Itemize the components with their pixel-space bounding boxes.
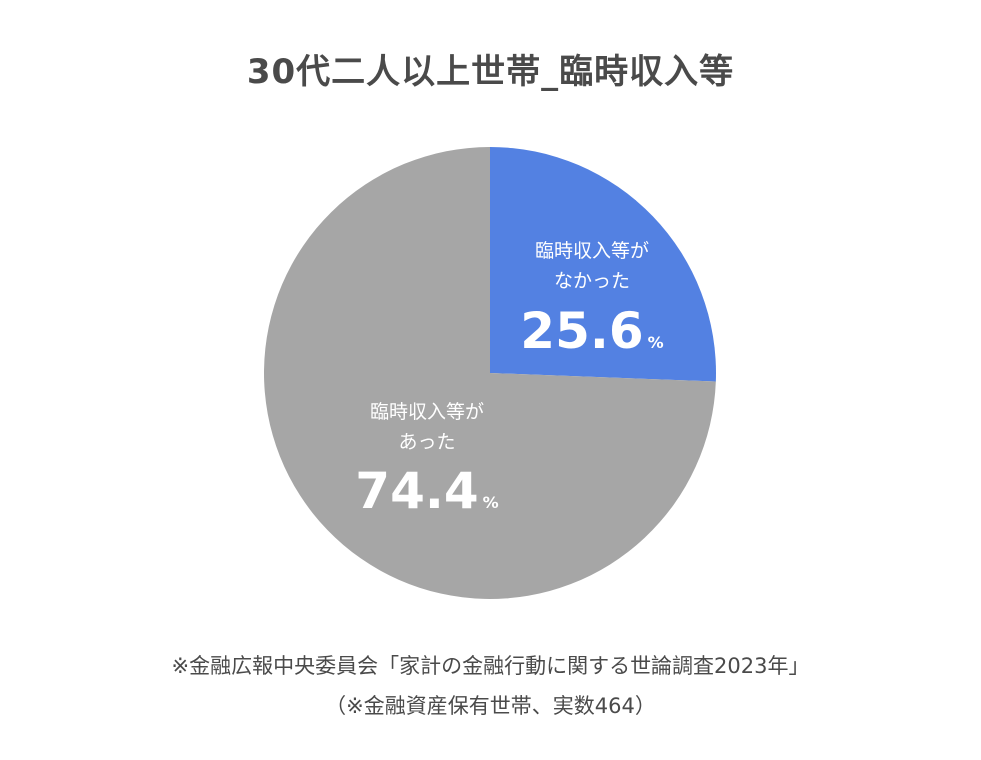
- slice-value-1: 74.4%: [355, 462, 498, 520]
- source-note: ※金融広報中央委員会「家計の金融行動に関する世論調査2023年」: [171, 654, 810, 678]
- slice-label-1-line-1: あった: [398, 431, 455, 453]
- pie-slice-1: [264, 147, 716, 600]
- pie-slice-0: [490, 147, 717, 382]
- sample-note: （※金融資産保有世帯、実数464）: [325, 694, 656, 718]
- slice-label-1-line-0: 臨時収入等が: [370, 401, 484, 423]
- slice-label-0-line-1: なかった: [554, 270, 630, 292]
- slice-value-0: 25.6%: [520, 302, 663, 360]
- slice-label-0-line-0: 臨時収入等が: [535, 240, 649, 262]
- chart-title: 30代二人以上世帯_臨時収入等: [246, 52, 735, 92]
- pie-slices: [264, 147, 717, 600]
